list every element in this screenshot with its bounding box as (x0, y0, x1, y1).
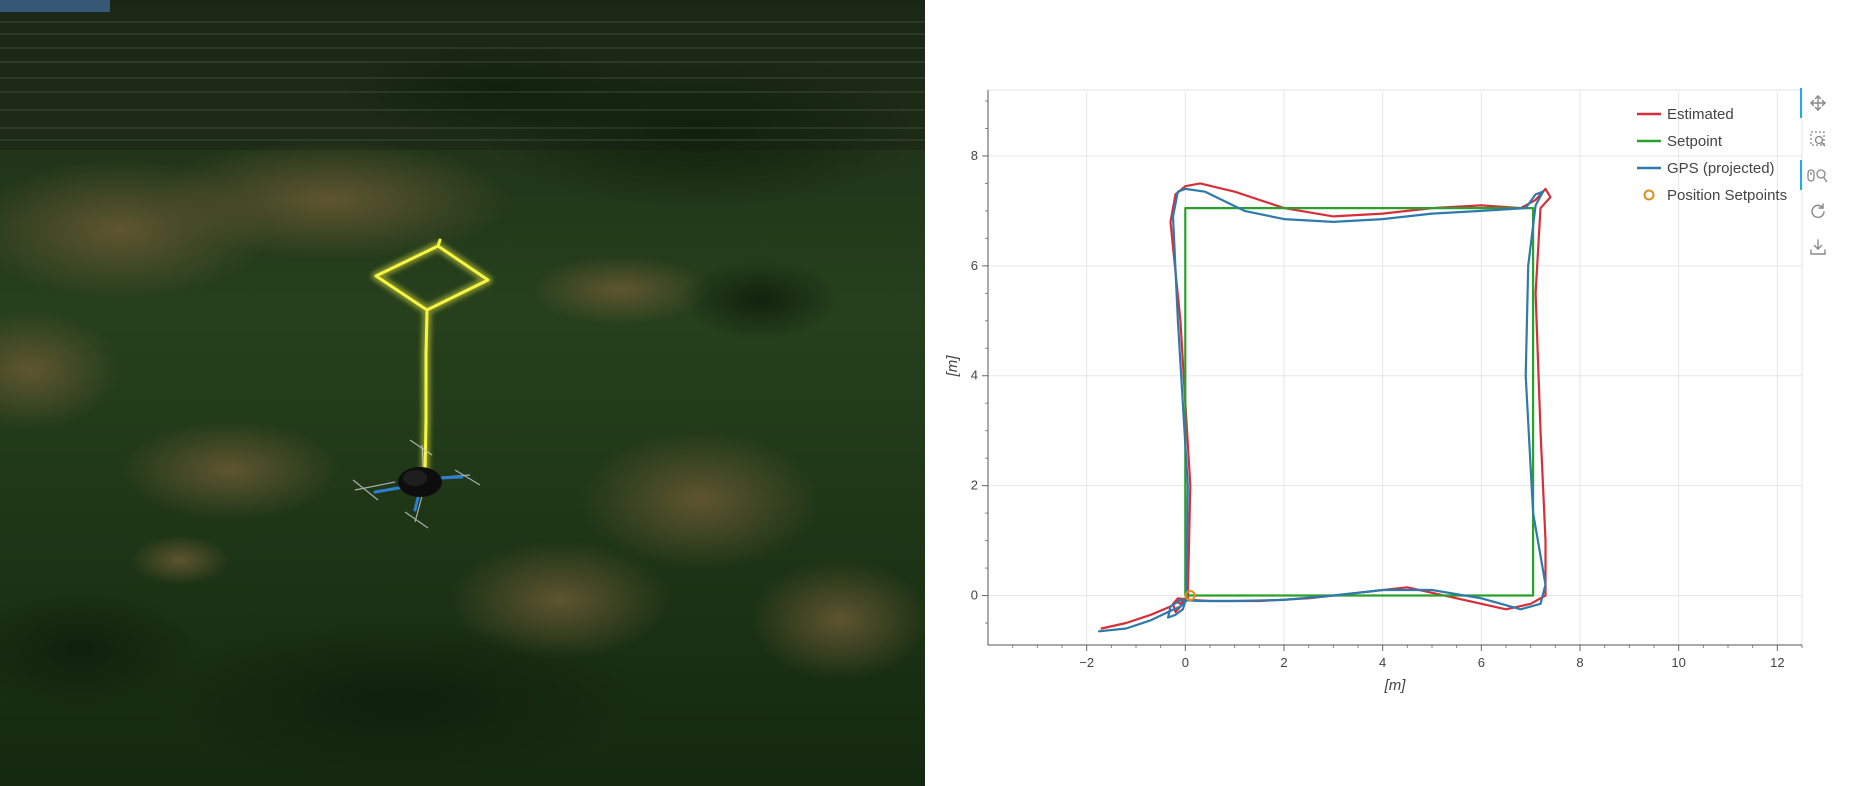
legend-swatch-position-setpoints (1643, 189, 1655, 201)
legend-label-position-setpoints: Position Setpoints (1667, 187, 1787, 204)
y-tick-label: 6 (971, 258, 978, 273)
horizon-artifact-lines (0, 21, 925, 141)
plot-area (987, 89, 1803, 646)
x-tick-label: 2 (1280, 655, 1287, 670)
x-tick-label: 12 (1770, 655, 1784, 670)
save-tool-button[interactable] (1800, 232, 1836, 262)
legend: Estimated Setpoint GPS (projected) Posit… (1637, 106, 1787, 204)
save-icon (1810, 239, 1826, 255)
box-zoom-icon (1810, 131, 1826, 147)
x-axis-label: [m] (1384, 677, 1407, 694)
legend-label-estimated: Estimated (1667, 106, 1734, 123)
series (1097, 182, 1552, 633)
position-setpoint-marker (1184, 590, 1196, 602)
trajectory-chart[interactable]: −2 0 2 4 6 8 10 12 0 2 4 6 8 [m] [m] Estimated Setpo… (925, 0, 1850, 786)
box-zoom-tool-button[interactable] (1800, 124, 1836, 154)
pan-active-indicator (1800, 88, 1802, 118)
simulation-3d-view[interactable] (0, 0, 925, 786)
sky-patch (0, 0, 110, 12)
y-tick-label: 2 (971, 478, 978, 493)
legend-label-setpoint: Setpoint (1667, 133, 1723, 150)
tick-labels: −2 0 2 4 6 8 10 12 0 2 4 6 8 (971, 148, 1785, 670)
x-tick-label: 0 (1182, 655, 1189, 670)
y-tick-label: 8 (971, 148, 978, 163)
legend-label-gps: GPS (projected) (1667, 160, 1775, 177)
wheel-zoom-icon (1807, 169, 1828, 183)
grid (987, 89, 1803, 646)
axes (982, 90, 1803, 651)
x-tick-label: 10 (1671, 655, 1685, 670)
series-line-gps-projected (1097, 187, 1547, 633)
series-line-setpoint (1184, 207, 1535, 597)
drone-model (352, 439, 481, 529)
terrain-patches (0, 40, 925, 780)
y-axis-label: [m] (944, 355, 961, 378)
pan-tool-button[interactable] (1800, 88, 1836, 118)
x-tick-label: −2 (1079, 655, 1094, 670)
terrain-scene (0, 0, 925, 786)
x-tick-label: 8 (1576, 655, 1583, 670)
pan-icon (1810, 95, 1826, 111)
wheel-zoom-tool-button[interactable] (1800, 160, 1836, 190)
reset-icon (1811, 203, 1825, 218)
x-tick-label: 4 (1379, 655, 1386, 670)
x-tick-label: 6 (1478, 655, 1485, 670)
reset-tool-button[interactable] (1800, 196, 1836, 226)
y-tick-label: 4 (971, 368, 978, 383)
wheel-zoom-active-indicator (1800, 160, 1802, 190)
flight-trail (371, 238, 493, 480)
trajectory-plot-panel: −2 0 2 4 6 8 10 12 0 2 4 6 8 [m] [m] Estimated Setpo… (925, 0, 1850, 786)
y-tick-label: 0 (971, 588, 978, 603)
